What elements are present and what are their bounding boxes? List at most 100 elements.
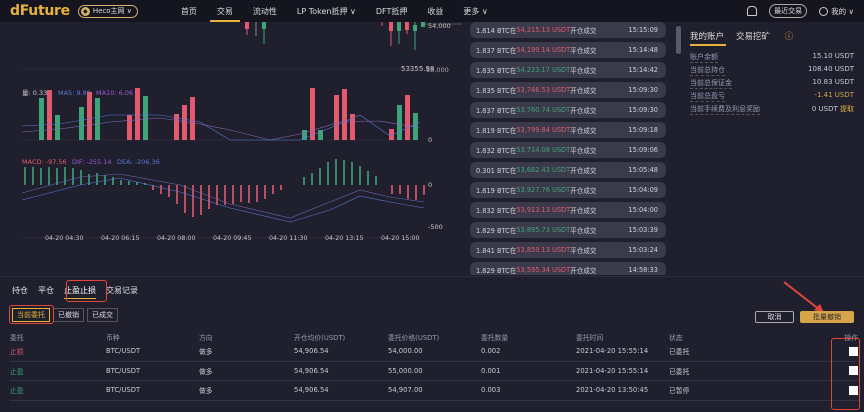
svg-text:53,000: 53,000 xyxy=(426,66,449,74)
account-value: 0 USDT xyxy=(811,105,838,113)
highlight-box xyxy=(66,280,107,302)
svg-text:04-20 11:30: 04-20 11:30 xyxy=(269,235,307,242)
kline-chart[interactable]: 54,000 53355.98 53,000 量: 0.33 MA5: 9.89… xyxy=(0,22,462,275)
tab-positions[interactable]: 持仓 xyxy=(12,286,28,295)
trade-item: 1.837 BTC在 54,199.14 USDT 平仓成交 15:14:48 xyxy=(470,42,666,58)
account-value: 15.10 USDT xyxy=(812,52,855,60)
trade-qty: 1.829 BTC在 xyxy=(476,267,517,275)
cell-pair: BTC/USDT xyxy=(106,347,141,356)
cell-dir: 做多 xyxy=(199,348,213,357)
cell-price: 55,000.00 xyxy=(388,366,423,375)
cell-dir: 做多 xyxy=(199,367,213,376)
nav-more[interactable]: 更多 ∨ xyxy=(463,6,488,16)
account-panel: 我的账户 交易挖矿 ⓘ 账户余额 15.10 USDT 当前总持仓 108.40 US… xyxy=(690,30,864,115)
subtab-filled[interactable]: 已成交 xyxy=(87,308,118,322)
trade-type: 平仓成交 xyxy=(570,47,597,55)
network-selector[interactable]: ◆ Heco主网 ∨ xyxy=(77,4,138,18)
cancel-button[interactable]: 取消 xyxy=(755,311,794,323)
nav-dft-staking[interactable]: DFT抵押 xyxy=(375,6,408,16)
nav-trade[interactable]: 交易 xyxy=(207,0,243,22)
trade-type: 平仓成交 xyxy=(570,127,597,135)
cell-price: 54,907.00 xyxy=(388,386,423,395)
account-label: 账户余额 xyxy=(690,53,718,63)
table-row: 止盈 BTC/USDT 做多 54,906.54 55,000.00 0.001 2021-… xyxy=(10,362,860,381)
trade-time: 15:04:00 xyxy=(628,206,658,214)
account-row: 账户余额 15.10 USDT xyxy=(690,52,864,63)
trade-price: 53,682.43 USDT xyxy=(516,166,571,174)
cell-avg: 54,906.54 xyxy=(294,366,329,375)
cell-qty: 0.002 xyxy=(481,347,501,356)
batch-cancel-button[interactable]: 批量撤销 xyxy=(800,311,854,323)
account-label: 当前总盈亏 xyxy=(690,92,725,102)
trade-price: 53,714.08 USDT xyxy=(516,146,571,154)
table-row: 止损 BTC/USDT 做多 54,906.54 54,000.00 0.002 2021-… xyxy=(10,342,860,362)
trade-type: 平仓成交 xyxy=(570,247,597,255)
column-header: 开仓均价(USDT) xyxy=(294,333,346,342)
recent-trades-button[interactable]: 最近交易 xyxy=(769,4,808,18)
cell-time: 2021-04-20 13:50:45 xyxy=(576,386,649,395)
tab-trade-mining[interactable]: 交易挖矿 ⓘ xyxy=(736,30,805,46)
trade-time: 15:14:48 xyxy=(628,46,658,54)
trade-type: 开仓成交 xyxy=(570,107,597,115)
table-row: 止盈 BTC/USDT 做多 54,906.54 54,907.00 0.003 2021-… xyxy=(10,381,860,401)
trade-type: 开仓成交 xyxy=(570,267,597,275)
trade-item: 1.829 BTC在 53,595.34 USDT 开仓成交 14:58:33 xyxy=(470,262,666,275)
trade-price: 53,927.76 USDT xyxy=(516,186,571,194)
nav-home[interactable]: 首页 xyxy=(180,6,197,16)
trades-scrollbar[interactable] xyxy=(676,26,681,54)
column-header: 委托数量 xyxy=(481,333,509,342)
row-checkbox[interactable] xyxy=(849,385,858,395)
tab-closed[interactable]: 平仓 xyxy=(38,286,54,295)
row-checkbox[interactable] xyxy=(849,366,858,376)
cell-qty: 0.001 xyxy=(481,366,501,375)
cell-time: 2021-04-20 15:55:14 xyxy=(576,347,649,356)
nav-earnings[interactable]: 收益 xyxy=(427,6,444,16)
trade-price: 53,913.13 USDT xyxy=(516,206,571,214)
trade-mining-label: 交易挖矿 xyxy=(736,32,771,42)
account-value: -1.41 USDT xyxy=(814,91,854,99)
recent-trades-list[interactable]: 1.814 BTC在 54,215.13 USDT 开仓成交 15:15:09 1.83… xyxy=(466,22,672,275)
nav-liquidity[interactable]: 流动性 xyxy=(252,6,277,16)
nav-lp-staking[interactable]: LP Token抵押 ∨ xyxy=(296,6,356,16)
my-account-menu[interactable]: 我的 ∨ xyxy=(819,6,854,17)
trade-time: 15:14:42 xyxy=(628,66,658,74)
svg-text:04-20 13:15: 04-20 13:15 xyxy=(325,235,363,242)
trade-item: 1.841 BTC在 53,859.13 USDT 平仓成交 15:03:24 xyxy=(470,242,666,258)
subtab-current-orders[interactable]: 当前委托 xyxy=(12,308,50,322)
info-icon: ⓘ xyxy=(784,32,794,42)
trade-type: 平仓成交 xyxy=(570,67,597,75)
trade-type: 开仓成交 xyxy=(570,187,597,195)
trade-price: 54,223.17 USDT xyxy=(516,66,571,74)
account-value: 108.40 USDT xyxy=(808,65,854,73)
subtab-cancelled[interactable]: 已撤销 xyxy=(53,308,84,322)
column-header: 操作 xyxy=(844,333,858,342)
trade-qty: 0.301 BTC在 xyxy=(476,167,517,175)
logo[interactable]: dFuture xyxy=(10,3,70,19)
withdraw-link[interactable]: 提取 xyxy=(840,105,854,113)
trade-item: 1.832 BTC在 53,714.08 USDT 平仓成交 15:09:06 xyxy=(470,142,666,158)
tab-tp-sl[interactable]: 止盈止损 xyxy=(64,286,96,299)
svg-text:0: 0 xyxy=(428,181,432,189)
trade-price: 54,215.13 USDT xyxy=(516,26,571,34)
bell-icon[interactable] xyxy=(747,6,758,16)
tab-my-account[interactable]: 我的账户 xyxy=(690,30,727,46)
svg-text:MACD: -97.56: MACD: -97.56 xyxy=(22,158,67,166)
trade-qty: 1.829 BTC在 xyxy=(476,227,517,235)
trade-item: 1.829 BTC在 53,895.73 USDT 平仓成交 15:03:39 xyxy=(470,222,666,238)
main-nav: 首页 交易 流动性 LP Token抵押 ∨ DFT抵押 收益 更多 ∨ xyxy=(171,0,498,22)
tab-trade-history[interactable]: 交易记录 xyxy=(106,286,138,295)
svg-text:04-20 04:30: 04-20 04:30 xyxy=(45,235,83,242)
candles xyxy=(245,22,462,50)
account-label: 当前手续费及利息奖励 xyxy=(690,105,760,115)
trade-qty: 1.832 BTC在 xyxy=(476,147,517,155)
trade-price: 53,859.13 USDT xyxy=(516,246,571,254)
trade-item: 1.819 BTC在 53,799.84 USDT 平仓成交 15:09:18 xyxy=(470,122,666,138)
trade-qty: 1.837 BTC在 xyxy=(476,47,517,55)
trade-item: 1.837 BTC在 53,760.74 USDT 开仓成交 15:09:30 xyxy=(470,102,666,118)
arrow-annotation xyxy=(783,281,824,313)
row-checkbox[interactable] xyxy=(849,346,858,356)
trade-price: 53,595.34 USDT xyxy=(516,266,571,274)
svg-text:DIF: -255.14: DIF: -255.14 xyxy=(72,158,112,166)
svg-text:MA10: 6.06: MA10: 6.06 xyxy=(96,89,133,97)
heco-icon: ◆ xyxy=(80,6,90,16)
